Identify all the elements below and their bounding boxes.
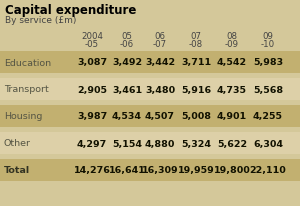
Text: 4,901: 4,901 <box>217 112 247 121</box>
Text: -06: -06 <box>120 40 134 49</box>
Text: 09: 09 <box>262 32 273 41</box>
Text: 4,297: 4,297 <box>77 139 107 148</box>
Text: 3,492: 3,492 <box>112 58 142 67</box>
Text: -07: -07 <box>153 40 167 49</box>
Text: 5,983: 5,983 <box>253 58 283 67</box>
Text: 4,880: 4,880 <box>145 139 175 148</box>
Text: 07: 07 <box>190 32 202 41</box>
Text: 16,641: 16,641 <box>109 166 146 175</box>
Text: 6,304: 6,304 <box>253 139 283 148</box>
Text: 08: 08 <box>226 32 238 41</box>
Text: 22,110: 22,110 <box>250 166 286 175</box>
Bar <box>0 159 300 181</box>
Text: -10: -10 <box>261 40 275 49</box>
Bar <box>0 79 300 101</box>
Bar <box>0 52 300 74</box>
Text: Housing: Housing <box>4 112 42 121</box>
Text: -05: -05 <box>85 40 99 49</box>
Text: 5,324: 5,324 <box>181 139 211 148</box>
Text: Other: Other <box>4 139 31 148</box>
Text: -09: -09 <box>225 40 239 49</box>
Text: 5,568: 5,568 <box>253 85 283 94</box>
Text: 3,087: 3,087 <box>77 58 107 67</box>
Text: 5,916: 5,916 <box>181 85 211 94</box>
Text: 3,442: 3,442 <box>145 58 175 67</box>
Text: 19,959: 19,959 <box>178 166 214 175</box>
Text: 4,507: 4,507 <box>145 112 175 121</box>
Text: 4,735: 4,735 <box>217 85 247 94</box>
Text: Education: Education <box>4 58 51 67</box>
Text: 2004: 2004 <box>81 32 103 41</box>
Text: 4,534: 4,534 <box>112 112 142 121</box>
Text: Transport: Transport <box>4 85 49 94</box>
Text: By service (£m): By service (£m) <box>5 16 76 25</box>
Text: 4,255: 4,255 <box>253 112 283 121</box>
Text: 5,008: 5,008 <box>181 112 211 121</box>
Text: Capital expenditure: Capital expenditure <box>5 4 136 17</box>
Bar <box>0 132 300 154</box>
Text: 3,711: 3,711 <box>181 58 211 67</box>
Text: 2,905: 2,905 <box>77 85 107 94</box>
Text: 3,480: 3,480 <box>145 85 175 94</box>
Text: Total: Total <box>4 166 30 175</box>
Text: 16,309: 16,309 <box>142 166 178 175</box>
Text: 05: 05 <box>122 32 133 41</box>
Text: 3,987: 3,987 <box>77 112 107 121</box>
Text: 06: 06 <box>154 32 166 41</box>
Text: 5,622: 5,622 <box>217 139 247 148</box>
Bar <box>0 105 300 127</box>
Text: 5,154: 5,154 <box>112 139 142 148</box>
Text: 14,276: 14,276 <box>74 166 110 175</box>
Text: 4,542: 4,542 <box>217 58 247 67</box>
Text: -08: -08 <box>189 40 203 49</box>
Text: 3,461: 3,461 <box>112 85 142 94</box>
Text: 19,800: 19,800 <box>214 166 250 175</box>
